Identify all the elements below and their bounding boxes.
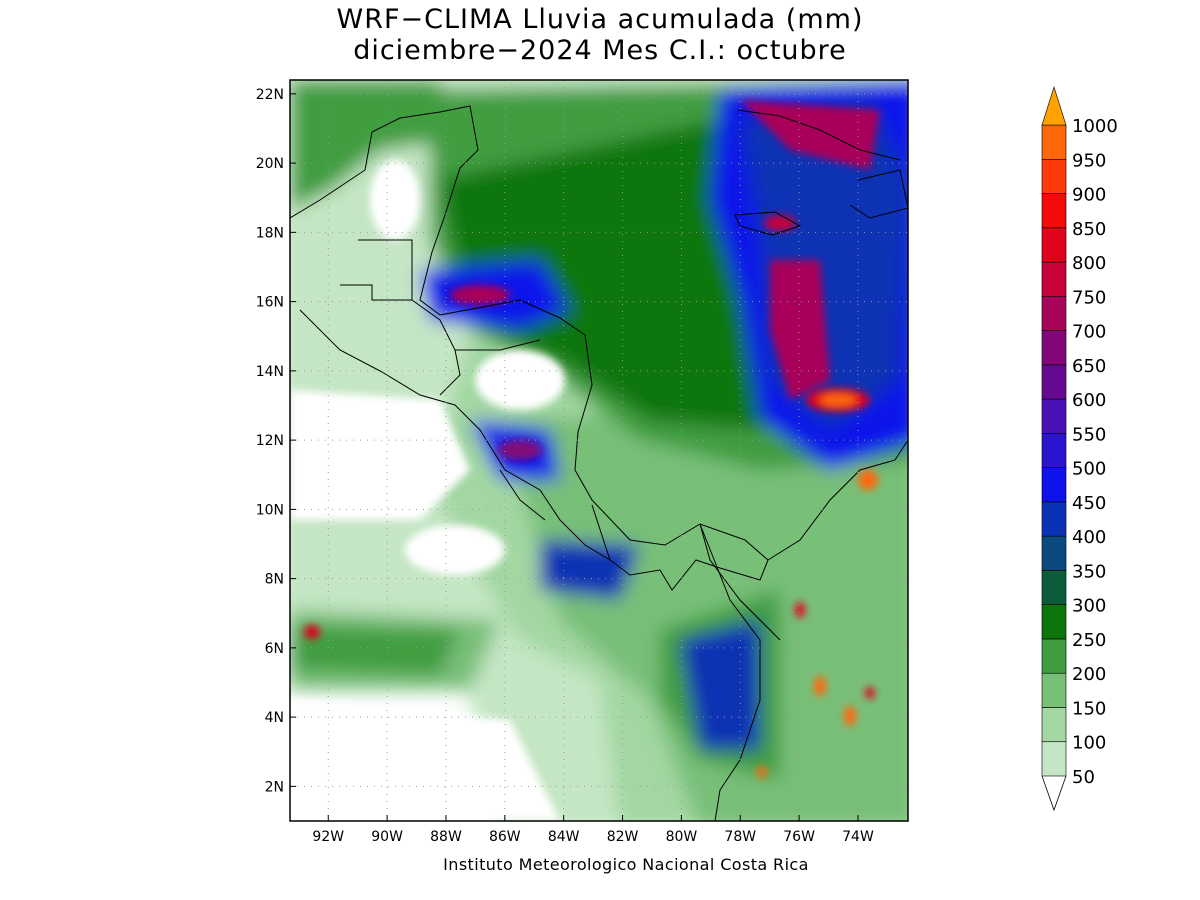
- colorbar-swatch: [1041, 158, 1067, 194]
- lat-tick-label: 16N: [256, 295, 284, 311]
- lat-tick-label: 18N: [256, 225, 284, 241]
- colorbar-level-label: 1000: [1072, 116, 1118, 137]
- colorbar-level-label: 250: [1072, 630, 1106, 651]
- colorbar-swatch: [1041, 535, 1067, 571]
- colorbar-swatch: [1041, 741, 1067, 777]
- colorbar-swatch: [1041, 296, 1067, 331]
- colorbar-level-label: 600: [1072, 390, 1106, 411]
- colorbar-level-label: 750: [1072, 287, 1106, 308]
- lon-tick-label: 92W: [312, 829, 344, 845]
- lon-tick-label: 74W: [842, 829, 874, 845]
- colorbar-swatch: [1041, 227, 1067, 263]
- colorbar-level-label: 550: [1072, 424, 1106, 445]
- colorbar-swatch: [1041, 604, 1067, 640]
- colorbar-level-label: 900: [1072, 185, 1106, 206]
- latitude-axis: 2N 4N 6N 8N 10N 12N 14N 16N 18N 20N 22N: [256, 87, 296, 795]
- colorbar-level-label: 350: [1072, 561, 1106, 582]
- map-gridlines: [290, 80, 908, 821]
- lat-tick-label: 6N: [265, 641, 284, 657]
- colorbar-level-label: 800: [1072, 253, 1106, 274]
- colorbar-swatch: [1041, 433, 1067, 468]
- colorbar-swatch: [1041, 638, 1067, 674]
- lat-tick-label: 12N: [256, 433, 284, 449]
- lon-tick-label: 86W: [489, 829, 521, 845]
- lat-tick-label: 14N: [256, 364, 284, 380]
- map-title-line-2: diciembre−2024 Mes C.I.: octubre: [353, 35, 847, 66]
- colorbar-swatch: [1041, 501, 1067, 537]
- rainfall-colorbar: 50 100 150 200 250 300 350 400 450 500 550 600 650 70…: [1041, 86, 1118, 812]
- map-title-line-1: WRF−CLIMA Lluvia acumulada (mm): [336, 4, 864, 35]
- colorbar-swatch: [1041, 364, 1067, 400]
- precipitation-field: [290, 80, 908, 821]
- lat-tick-label: 22N: [256, 87, 284, 103]
- lon-tick-label: 90W: [371, 829, 403, 845]
- lon-tick-label: 80W: [666, 829, 698, 845]
- colorbar-level-label: 850: [1072, 219, 1106, 240]
- lat-tick-label: 10N: [256, 502, 284, 518]
- lon-tick-label: 76W: [783, 829, 815, 845]
- lon-tick-label: 78W: [724, 829, 756, 845]
- colorbar-swatch: [1041, 467, 1067, 503]
- lat-tick-label: 2N: [265, 779, 284, 795]
- colorbar-level-label: 400: [1072, 527, 1106, 548]
- colorbar-swatch: [1041, 672, 1067, 708]
- lat-tick-label: 4N: [265, 710, 284, 726]
- colorbar-level-label: 650: [1072, 356, 1106, 377]
- coastlines: [290, 105, 908, 821]
- colorbar-level-label: 150: [1072, 698, 1106, 719]
- longitude-axis: 92W 90W 88W 86W 84W 82W 80W 78W 76W 74W: [312, 815, 874, 845]
- colorbar-level-label: 700: [1072, 322, 1106, 343]
- colorbar-level-label: 500: [1072, 459, 1106, 480]
- colorbar-swatch: [1041, 193, 1067, 229]
- colorbar-level-label: 50: [1072, 767, 1095, 788]
- lon-tick-label: 82W: [607, 829, 639, 845]
- lon-tick-label: 84W: [548, 829, 580, 845]
- colorbar-swatch: [1041, 398, 1067, 434]
- lat-tick-label: 20N: [256, 156, 284, 172]
- lat-tick-label: 8N: [265, 572, 284, 588]
- lon-tick-label: 88W: [430, 829, 462, 845]
- colorbar-swatch: [1041, 330, 1067, 366]
- colorbar-swatch: [1041, 570, 1067, 605]
- colorbar-swatch: [1041, 261, 1067, 297]
- colorbar-max-arrow: [1041, 86, 1067, 126]
- colorbar-swatch: [1041, 707, 1067, 743]
- map-frame: [289, 79, 909, 822]
- institution-credit: Instituto Meteorologico Nacional Costa R…: [443, 855, 809, 874]
- colorbar-swatch: [1041, 124, 1067, 160]
- colorbar-level-label: 100: [1072, 733, 1106, 754]
- colorbar-min-tail: [1041, 775, 1067, 812]
- colorbar-level-label: 950: [1072, 150, 1106, 171]
- colorbar-level-label: 200: [1072, 664, 1106, 685]
- colorbar-level-label: 450: [1072, 493, 1106, 514]
- colorbar-level-label: 300: [1072, 596, 1106, 617]
